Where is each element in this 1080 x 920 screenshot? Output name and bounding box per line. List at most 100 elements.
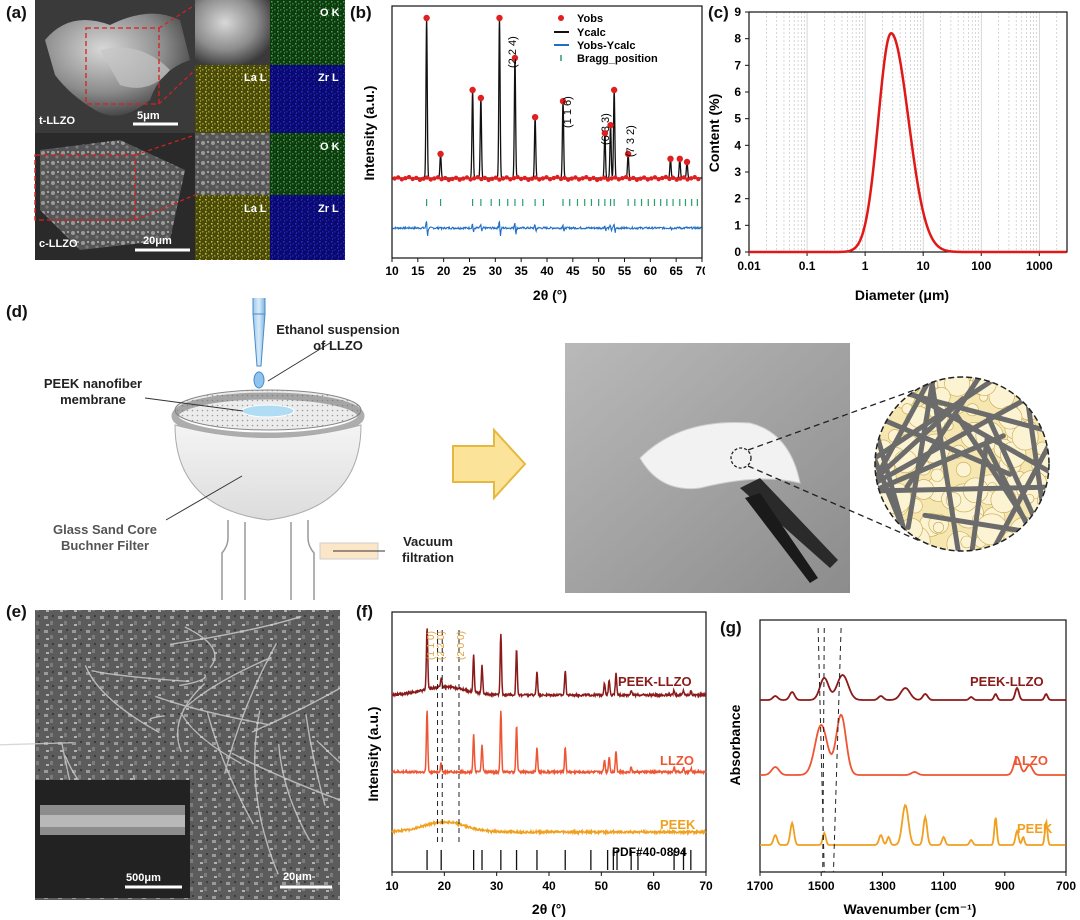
- chart-b-frame: [391, 5, 703, 259]
- label-peek-2: membrane: [60, 392, 126, 407]
- label-ethanol-1: Ethanol suspension: [276, 322, 400, 337]
- chart-b-yobs-point: [410, 176, 415, 182]
- chart-c-ytick-label: 3: [734, 165, 741, 179]
- t-ok-label: O K: [320, 7, 340, 19]
- chart-b-yobs-point: [696, 176, 701, 182]
- chart-b-yobs-point: [610, 86, 618, 94]
- chart-b-yobs-point: [667, 155, 674, 162]
- chart-g-xtick-label: 1300: [869, 879, 896, 893]
- chart-g-dashed-guide: [817, 627, 825, 873]
- chart-b-yobs-point: [424, 175, 430, 180]
- chart-b-yobs-point: [670, 175, 676, 180]
- e-fiber: [178, 673, 206, 687]
- panel-a-sem-mosaic: t-LLZO 5μm O K La L Zr L c-LLZO 20μm O K…: [34, 0, 345, 260]
- chart-b-yobs-point: [645, 177, 650, 182]
- hkl-116: (1 1 6): [562, 96, 574, 128]
- chart-b-yobs-point: [558, 176, 564, 182]
- f-series-llzo: LLZO: [660, 753, 694, 768]
- f-hkl-220: (2 2 0): [436, 631, 447, 660]
- e-fiber: [182, 656, 272, 711]
- label-vacuum-2: filtration: [402, 550, 454, 565]
- chart-b-xtick-label: 40: [540, 264, 554, 278]
- llzo-particle: [881, 377, 903, 394]
- chart-g-xtick-label: 700: [1056, 879, 1076, 893]
- llzo-particle: [1041, 497, 1049, 511]
- chart-f-xtick-label: 40: [542, 879, 556, 893]
- chart-b-xtick-label: 55: [618, 264, 632, 278]
- e-fiber: [176, 682, 206, 753]
- chart-b-yobs-point: [493, 175, 499, 180]
- chart-b-xtick-label: 45: [566, 264, 580, 278]
- chart-b-yobs-point: [631, 175, 636, 181]
- chart-b-yobs-point: [477, 94, 485, 102]
- chart-b-yobs-point: [692, 175, 697, 180]
- e-inset-scale: 500μm: [126, 872, 161, 884]
- panel-e-label: (e): [6, 602, 27, 621]
- f-reference-label: PDF#40-0894: [612, 845, 687, 859]
- chart-b-yobs-point: [667, 176, 672, 182]
- llzo-particle: [883, 383, 898, 398]
- e-fiber: [254, 710, 279, 875]
- c-zrl-label: Zr L: [318, 203, 339, 215]
- chart-b: 10 15 20 25 30 35 40 45 50 55 60 65 70 2θ (°) Intens…: [361, 5, 705, 303]
- chart-b-yobs-point: [469, 86, 476, 94]
- chart-f-xtick-label: 60: [647, 879, 661, 893]
- e-fiber: [184, 626, 216, 669]
- chart-b-yobs-point: [551, 175, 556, 181]
- chart-c-xtick-label: 1000: [1026, 259, 1053, 273]
- chart-b-xtick-label: 20: [437, 264, 451, 278]
- peek-fiber: [983, 442, 1049, 551]
- process-arrow-icon: [452, 427, 527, 501]
- chart-b-xtick-label: 65: [669, 264, 683, 278]
- chart-b-yobs-point: [547, 177, 553, 182]
- label-ethanol-2: of LLZO: [313, 338, 363, 353]
- label-peek-1: PEEK nanofiber: [44, 376, 142, 391]
- f-series-peek: PEEK: [660, 817, 696, 832]
- e-fiber: [277, 743, 311, 841]
- chart-b-yobs-point: [479, 176, 484, 182]
- peek-fiber: [875, 433, 1006, 532]
- chart-b-yobs-point: [594, 177, 600, 183]
- chart-b-yobs-point: [396, 175, 401, 180]
- chart-b-yobs-point: [446, 177, 452, 183]
- e-fiber: [206, 710, 254, 825]
- chart-b-yobs-point: [634, 177, 640, 182]
- chart-b-xtick-label: 35: [514, 264, 528, 278]
- chart-b-yobs-point: [490, 176, 495, 181]
- chart-c-ytick-label: 5: [734, 112, 741, 126]
- chart-c-ytick-label: 0: [734, 245, 741, 259]
- chart-b-yobs-point: [678, 176, 683, 181]
- chart-b-yobs-point: [468, 177, 473, 182]
- chart-c-xlabel: Diameter (μm): [855, 287, 949, 303]
- chart-b-yobs-point: [587, 176, 593, 182]
- chart-g-peek-llzo-line: [760, 674, 1066, 701]
- chart-f-llzo-line: [391, 710, 707, 776]
- panel-f-label: (f): [356, 602, 373, 621]
- chart-b-yobs-point: [531, 114, 539, 121]
- chart-b-yobs-point: [598, 176, 603, 181]
- chart-c-xtick-label: 0.01: [737, 259, 761, 273]
- chart-b-yobs-point: [526, 177, 531, 182]
- e-fiber: [180, 712, 243, 765]
- chart-c-ytick-label: 2: [734, 192, 741, 206]
- chart-b-yobs-point: [681, 175, 687, 180]
- chart-b-yobs-point: [432, 176, 437, 181]
- f-hkl-110: (1 1 0): [426, 631, 437, 660]
- chart-b-yobs-point: [428, 177, 433, 182]
- chart-b-yobs-point: [453, 175, 459, 180]
- chart-b-xlabel: 2θ (°): [533, 287, 567, 303]
- c-ok-label: O K: [320, 141, 340, 153]
- label-glass-2: Buchner Filter: [61, 538, 149, 553]
- chart-f-xtick-label: 30: [490, 879, 504, 893]
- chart-f: 10 20 30 40 50 60 70 2θ (°) Intensity (a.u.) P…: [365, 611, 713, 917]
- chart-b-xtick-label: 60: [644, 264, 658, 278]
- chart-b-yobs-point: [602, 175, 607, 180]
- chart-b-yobs-point: [417, 177, 423, 182]
- chart-b-yobs-point: [584, 175, 589, 180]
- chart-b-yobs-point: [569, 176, 574, 181]
- chart-b-yobs-point: [613, 175, 618, 180]
- chart-b-yobs-point: [683, 158, 691, 166]
- chart-b-yobs-point: [464, 175, 470, 180]
- chart-b-yobs-point: [435, 175, 441, 180]
- peek-fiber: [875, 377, 1013, 477]
